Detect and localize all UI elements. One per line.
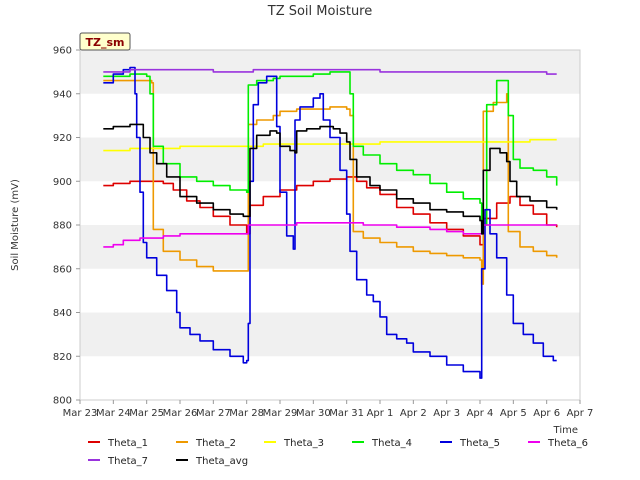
y-tick-label: 960: [53, 46, 72, 57]
badge-label: TZ_sm: [86, 36, 125, 49]
y-tick-label: 860: [53, 264, 72, 275]
x-tick-label: Mar 29: [263, 408, 298, 419]
x-axis-label: Time: [553, 425, 578, 436]
x-tick-label: Apr 2: [400, 408, 427, 419]
y-axis-label: Soil Moisture (mV): [10, 179, 21, 271]
x-tick-label: Apr 4: [467, 408, 494, 419]
series-line-theta-4: [103, 71, 558, 226]
x-tick-label: Apr 7: [567, 408, 594, 419]
x-tick-label: Mar 24: [96, 408, 131, 419]
y-axis: 800 820 840 860 880 900 920 940 960: [53, 46, 80, 407]
x-tick-label: Apr 1: [367, 408, 394, 419]
grid-band: [80, 312, 580, 357]
series-line-theta-3: [103, 138, 557, 152]
legend-label-theta-3: Theta_3: [283, 438, 324, 449]
series-line-theta-6: [103, 222, 557, 248]
y-tick-label: 840: [53, 308, 72, 319]
x-tick-label: Mar 31: [329, 408, 364, 419]
x-tick-label: Mar 23: [63, 408, 98, 419]
x-tick-label: Mar 27: [196, 408, 231, 419]
series-line-theta-5: [103, 66, 557, 379]
legend-label-theta-4: Theta_4: [371, 438, 412, 449]
y-tick-label: 820: [53, 352, 72, 363]
legend-label-theta-2: Theta_2: [195, 438, 236, 449]
legend-label-theta-1: Theta_1: [107, 438, 148, 449]
legend: Theta_1 Theta_2 Theta_3 Theta_4 Theta_5 Theta…: [88, 438, 588, 467]
x-tick-label: Apr 6: [533, 408, 560, 419]
legend-label-theta-6: Theta_6: [547, 438, 588, 449]
tz-sm-badge: TZ_sm: [79, 32, 131, 51]
legend-label-theta-avg: Theta_avg: [195, 456, 248, 467]
y-tick-label: 920: [53, 133, 72, 144]
series-line-theta-avg: [103, 123, 558, 235]
series-line-theta-7: [103, 68, 557, 75]
x-tick-label: Mar 30: [296, 408, 331, 419]
x-tick-label: Mar 26: [163, 408, 198, 419]
legend-label-theta-5: Theta_5: [459, 438, 500, 449]
grid-band: [80, 225, 580, 269]
chart-title: TZ Soil Moisture: [267, 4, 373, 19]
x-tick-label: Apr 3: [433, 408, 460, 419]
x-tick-label: Mar 25: [129, 408, 164, 419]
y-tick-label: 940: [53, 89, 72, 100]
y-tick-label: 900: [53, 177, 72, 188]
x-tick-label: Apr 5: [500, 408, 527, 419]
badge-box: [79, 32, 131, 51]
legend-label-theta-7: Theta_7: [107, 456, 148, 467]
series-lines: [103, 66, 558, 379]
y-tick-label: 880: [53, 221, 72, 232]
y-tick-label: 800: [53, 396, 72, 407]
x-tick-label: Mar 28: [229, 408, 264, 419]
